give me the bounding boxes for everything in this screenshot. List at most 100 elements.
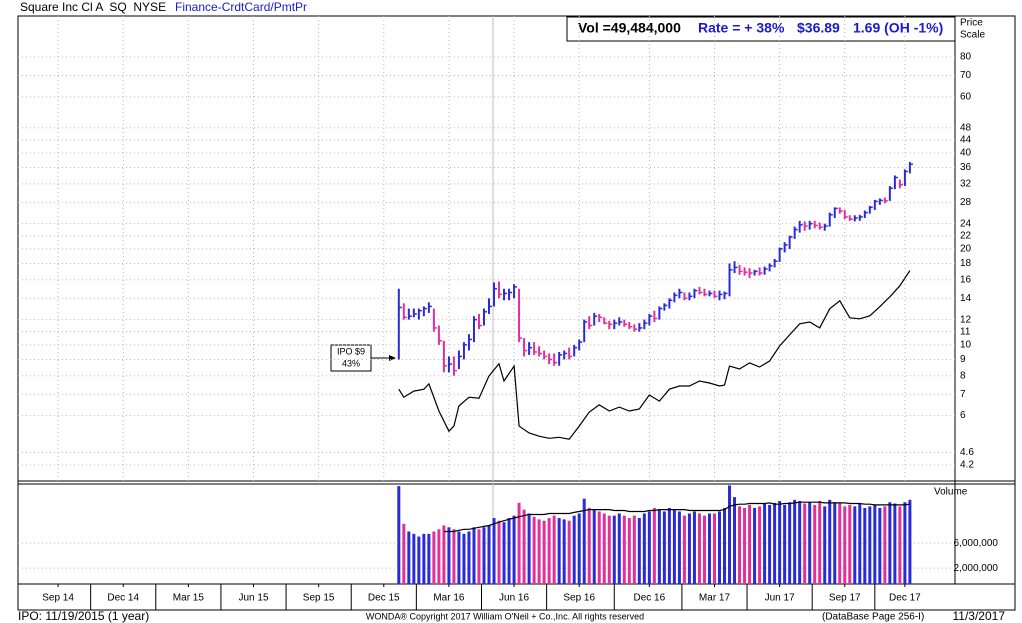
volume-bar	[497, 520, 501, 584]
volume-bar	[838, 503, 842, 584]
volume-bar	[843, 506, 847, 584]
volume-bar	[422, 533, 426, 584]
change-info: 1.69 (OH -1%)	[853, 20, 943, 36]
volume-bar	[602, 513, 606, 584]
volume-bar	[733, 497, 737, 584]
x-tick-label: Jun 16	[499, 593, 529, 604]
volume-bar	[798, 500, 802, 584]
x-tick-label: Sep 16	[563, 593, 595, 604]
footer-date: 11/3/2017	[953, 609, 1006, 623]
volume-bar	[723, 507, 727, 584]
x-tick-label: Sep 14	[42, 593, 74, 604]
x-tick-label: Mar 17	[699, 593, 731, 604]
volume-bar	[642, 513, 646, 584]
y-tick-label: 70	[960, 70, 972, 81]
volume-bar	[903, 502, 907, 584]
volume-bar	[793, 499, 797, 584]
x-tick-label: Sep 15	[303, 593, 335, 604]
x-tick-label: Dec 16	[634, 593, 666, 604]
y-tick-label: 9	[960, 354, 966, 365]
footer-copyright: WONDA® Copyright 2017 William O'Neil + C…	[366, 611, 644, 621]
volume-bar	[647, 511, 651, 584]
volume-bar	[402, 523, 406, 584]
volume-bar	[738, 506, 742, 584]
volume-bar	[492, 518, 496, 584]
volume-axis-label: Volume	[934, 487, 968, 498]
volume-bar	[637, 518, 641, 584]
volume-bar	[692, 511, 696, 584]
volume-bar	[397, 486, 401, 584]
x-tick-label: Jun 15	[238, 593, 268, 604]
volume-bar	[597, 511, 601, 584]
volume-bar	[697, 513, 701, 584]
volume-bar	[592, 509, 596, 584]
volume-bar	[442, 525, 446, 584]
x-tick-label: Jun 17	[765, 593, 795, 604]
volume-bar	[557, 518, 561, 584]
y-tick-label: 10	[960, 340, 972, 351]
volume-bar	[482, 527, 486, 584]
volume-bar	[432, 531, 436, 584]
volume-bar	[472, 527, 476, 584]
volume-bar	[582, 498, 586, 584]
volume-bar	[677, 511, 681, 584]
volume-bar	[632, 515, 636, 584]
volume-bar	[728, 485, 732, 584]
volume-bar	[853, 506, 857, 584]
y-tick-label: 2,000,000	[954, 563, 999, 574]
volume-bar	[808, 502, 812, 584]
footer-page: (DataBase Page 256-I)	[822, 612, 924, 623]
y-tick-label: 36	[960, 162, 972, 173]
volume-bar	[577, 513, 581, 584]
volume-bar	[818, 500, 822, 584]
outer-frame	[17, 15, 1016, 611]
y-tick-label: 14	[960, 293, 972, 304]
volume-bar	[457, 531, 461, 584]
volume-bar	[868, 506, 872, 584]
y-tick-label: 18	[960, 258, 972, 269]
volume-bar	[702, 515, 706, 584]
y-tick-label: 16	[960, 274, 972, 285]
volume-bar	[512, 515, 516, 584]
volume-bar	[873, 504, 877, 584]
volume-bar	[813, 504, 817, 584]
volume-bar	[717, 511, 721, 584]
volume-bar	[883, 506, 887, 584]
volume-bar	[517, 502, 521, 584]
volume-bar	[502, 522, 506, 584]
volume-bar	[768, 504, 772, 584]
volume-bar	[527, 513, 531, 584]
volume-bar	[848, 504, 852, 584]
volume-bar	[783, 504, 787, 584]
volume-bar	[758, 506, 762, 584]
volume-bar	[712, 513, 716, 584]
x-tick-label: Mar 16	[433, 593, 465, 604]
volume-bar	[662, 511, 666, 584]
volume-bar	[672, 509, 676, 584]
line-series	[398, 270, 911, 440]
volume-bar	[537, 519, 541, 584]
annotation-text: IPO $9	[337, 346, 365, 356]
info-box	[566, 16, 956, 42]
volume-bar	[487, 525, 491, 584]
y-tick-label: 20	[960, 244, 972, 255]
volume-bar	[687, 513, 691, 584]
y-tick-label: 32	[960, 179, 972, 190]
y-tick-label: 12	[960, 314, 972, 325]
volume-bar	[763, 503, 767, 584]
volume-bar	[627, 518, 631, 584]
footer-ipo: IPO: 11/19/2015 (1 year)	[18, 609, 149, 623]
volume-bar	[908, 499, 912, 584]
volume-bar	[507, 518, 511, 584]
volume-bar	[427, 533, 431, 584]
volume-bar	[893, 503, 897, 584]
volume-bar	[828, 499, 832, 584]
x-tick-label: Dec 17	[889, 593, 921, 604]
price-info: $36.89	[797, 20, 840, 36]
volume-bar	[858, 503, 862, 584]
annotation-text: 43%	[342, 358, 360, 368]
y-tick-label: 28	[960, 197, 972, 208]
y-tick-label: 4.6	[960, 447, 974, 458]
volume-bar	[437, 529, 441, 584]
volume-bar	[532, 516, 536, 584]
